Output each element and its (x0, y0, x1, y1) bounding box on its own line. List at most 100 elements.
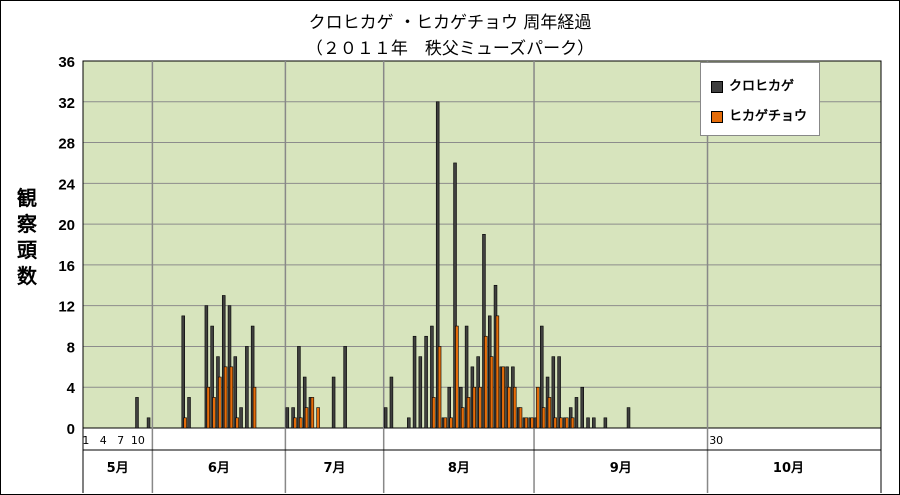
bar (565, 417, 569, 429)
bar (443, 417, 448, 429)
legend-item-series1: クロヒカゲ (711, 75, 794, 94)
y-tick-label: 16 (58, 258, 75, 275)
bar (285, 407, 290, 429)
bar (489, 356, 494, 429)
chart-title: クロヒカゲ ・ヒカゲチョウ 周年経過 (308, 13, 592, 33)
bar (435, 101, 440, 429)
x-tick-label: 7 (117, 434, 124, 447)
y-axis-label-char: 頭 (17, 238, 37, 262)
y-tick-label: 8 (67, 339, 75, 356)
y-tick-label: 12 (58, 299, 75, 316)
bar (482, 234, 486, 429)
bar (252, 386, 257, 429)
y-axis-label-char: 観 (17, 186, 37, 210)
bar (580, 386, 584, 429)
bar (210, 325, 214, 429)
y-tick-label: 0 (67, 421, 75, 438)
bar (239, 407, 243, 429)
bar (449, 417, 453, 429)
bar (235, 417, 239, 429)
bar (570, 417, 575, 429)
bar (383, 407, 388, 429)
bar (547, 397, 552, 429)
bar (432, 397, 436, 429)
bar (501, 366, 505, 429)
bar (541, 407, 546, 429)
x-tick-label: 1 (82, 434, 89, 447)
bar (304, 407, 309, 429)
bar (343, 346, 347, 429)
y-axis-label-char: 数 (17, 264, 37, 288)
bar (412, 335, 417, 429)
bar (250, 325, 255, 429)
bar (424, 335, 428, 429)
bar (430, 325, 434, 429)
month-label: 8月 (448, 461, 470, 476)
bar (297, 346, 301, 429)
month-label: 5月 (107, 461, 129, 476)
bar (447, 386, 451, 429)
bar (316, 407, 320, 429)
bar (221, 295, 226, 429)
bar (574, 397, 579, 429)
legend-item-series2: ヒカゲチョウ (711, 105, 807, 124)
month-label: 6月 (208, 461, 230, 476)
bar (536, 386, 540, 429)
bar (310, 397, 315, 429)
legend-label-series2: ヒカゲチョウ (729, 109, 808, 124)
bar (407, 417, 411, 429)
bar (245, 346, 249, 429)
legend-swatch-series1 (711, 80, 723, 93)
y-tick-label: 28 (58, 136, 75, 153)
bar (218, 376, 222, 429)
legend-swatch-series2 (711, 110, 723, 123)
y-tick-label: 4 (67, 380, 76, 397)
x-tick-label: 4 (100, 434, 107, 447)
bar (551, 356, 556, 429)
bar (586, 417, 590, 429)
bar (418, 356, 423, 429)
bar (557, 356, 561, 429)
bar (437, 346, 442, 429)
bar (507, 386, 511, 429)
bar (233, 356, 238, 429)
bar (540, 325, 544, 429)
bar (453, 162, 457, 429)
chart-legend: クロヒカゲ ヒカゲチョウ (700, 62, 820, 136)
bar (553, 417, 557, 429)
bar (146, 417, 151, 429)
bar (466, 397, 471, 429)
bar (331, 376, 336, 429)
bar (460, 407, 465, 429)
bar (204, 305, 209, 429)
y-axis-label: 観察頭数 (14, 185, 40, 289)
bar (229, 366, 234, 429)
bar (212, 397, 216, 429)
x-tick-label: 30 (709, 434, 723, 447)
bar (559, 417, 563, 429)
chart-subtitle: （２０１１年 秩父ミューズパーク） (305, 39, 595, 59)
bar (592, 417, 596, 429)
bar (478, 386, 482, 429)
bar (187, 397, 191, 429)
y-tick-label: 24 (58, 176, 75, 193)
month-label: 10月 (773, 461, 804, 476)
bar (223, 366, 228, 429)
y-axis-label-char: 察 (17, 212, 37, 236)
bar (484, 335, 488, 429)
bar (135, 397, 139, 429)
bar (524, 417, 529, 429)
y-tick-label: 20 (58, 217, 75, 234)
bar (603, 417, 608, 429)
bar (626, 407, 631, 429)
month-label: 9月 (610, 461, 632, 476)
bar (472, 386, 477, 429)
x-tick-label: 10 (131, 434, 145, 447)
month-label: 7月 (324, 461, 346, 476)
bar (530, 417, 534, 429)
legend-label-series1: クロヒカゲ (729, 79, 795, 94)
bar (455, 325, 459, 429)
bar (206, 386, 211, 429)
bar (389, 376, 394, 429)
bar (181, 315, 185, 429)
